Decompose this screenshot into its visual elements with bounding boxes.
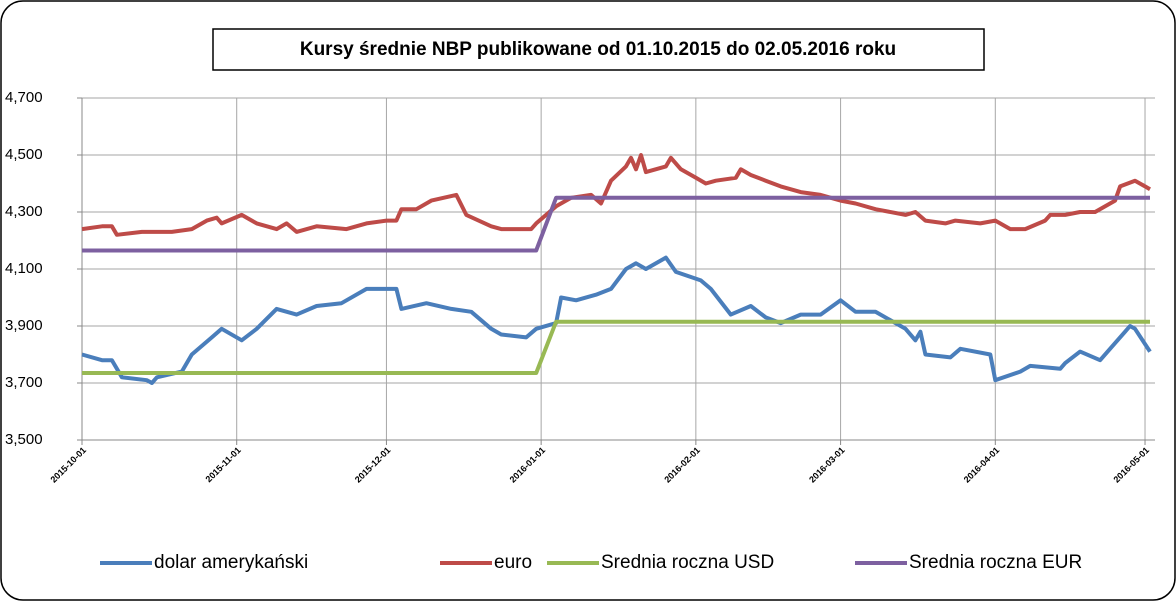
y-tick-label: 3,700 <box>5 374 43 391</box>
series-line <box>81 153 1151 237</box>
y-tick-label: 4,300 <box>5 203 43 220</box>
legend-label: euro <box>494 552 532 573</box>
y-tick-label: 4,700 <box>5 89 43 106</box>
y-tick-label: 4,500 <box>5 146 43 163</box>
series-line <box>81 255 1152 385</box>
legend-label: dolar amerykański <box>154 552 308 573</box>
title-box <box>212 28 985 71</box>
legend-label: Srednia roczna USD <box>601 552 774 573</box>
series-line <box>82 319 1150 375</box>
series-line <box>82 195 1150 253</box>
chart-title: Kursy średnie NBP publikowane od 01.10.2… <box>300 39 896 60</box>
y-tick-label: 3,900 <box>5 317 43 334</box>
y-tick-label: 4,100 <box>5 260 43 277</box>
y-tick-label: 3,500 <box>5 431 43 448</box>
legend-label: Srednia roczna EUR <box>909 552 1082 573</box>
